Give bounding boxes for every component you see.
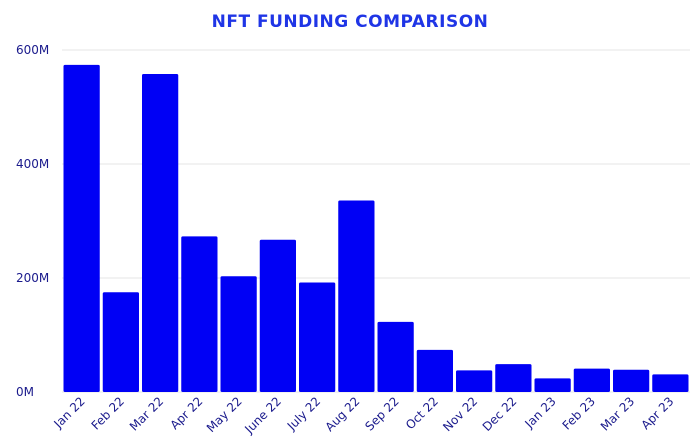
x-tick-label: Apr 22: [167, 394, 205, 432]
x-tick-label: Nov 22: [440, 394, 480, 434]
x-tick-label: Apr 23: [638, 394, 676, 432]
x-tick-label: July 22: [284, 394, 323, 433]
bar: [456, 370, 493, 392]
bar: [377, 321, 414, 392]
bar: [63, 64, 100, 392]
x-tick-label: Sep 22: [362, 394, 401, 433]
x-tick-label: Aug 22: [323, 394, 363, 434]
bar: [299, 282, 336, 392]
x-tick-label: Jan 23: [522, 394, 559, 431]
chart-title: NFT FUNDING COMPARISON: [212, 12, 489, 32]
bar: [259, 239, 296, 392]
x-tick-label: Oct 22: [403, 394, 441, 432]
x-tick-label: Feb 22: [89, 394, 127, 432]
x-tick-label: Mar 23: [598, 394, 637, 433]
bar: [338, 200, 375, 392]
y-tick-label: 400M: [16, 157, 49, 171]
bar: [613, 369, 650, 392]
x-tick-label: May 22: [204, 394, 245, 435]
y-tick-label: 0M: [16, 385, 34, 399]
y-tick-label: 600M: [16, 43, 49, 57]
bar: [652, 374, 689, 392]
bar: [534, 378, 571, 392]
x-tick-label: Jan 22: [51, 394, 88, 431]
y-tick-label: 200M: [16, 271, 49, 285]
bar: [142, 73, 179, 392]
y-axis-ticks: 0M 200M 400M 600M: [16, 43, 49, 399]
x-tick-label: Feb 23: [560, 394, 598, 432]
bar: [102, 292, 139, 392]
bar: [573, 368, 610, 392]
x-tick-label: Dec 22: [480, 394, 520, 434]
bar: [495, 364, 532, 392]
bars: [63, 64, 689, 392]
bar: [220, 276, 257, 392]
x-tick-label: Mar 22: [127, 394, 166, 433]
bar: [416, 349, 453, 392]
bar: [181, 236, 218, 392]
x-tick-label: June 22: [241, 394, 284, 437]
